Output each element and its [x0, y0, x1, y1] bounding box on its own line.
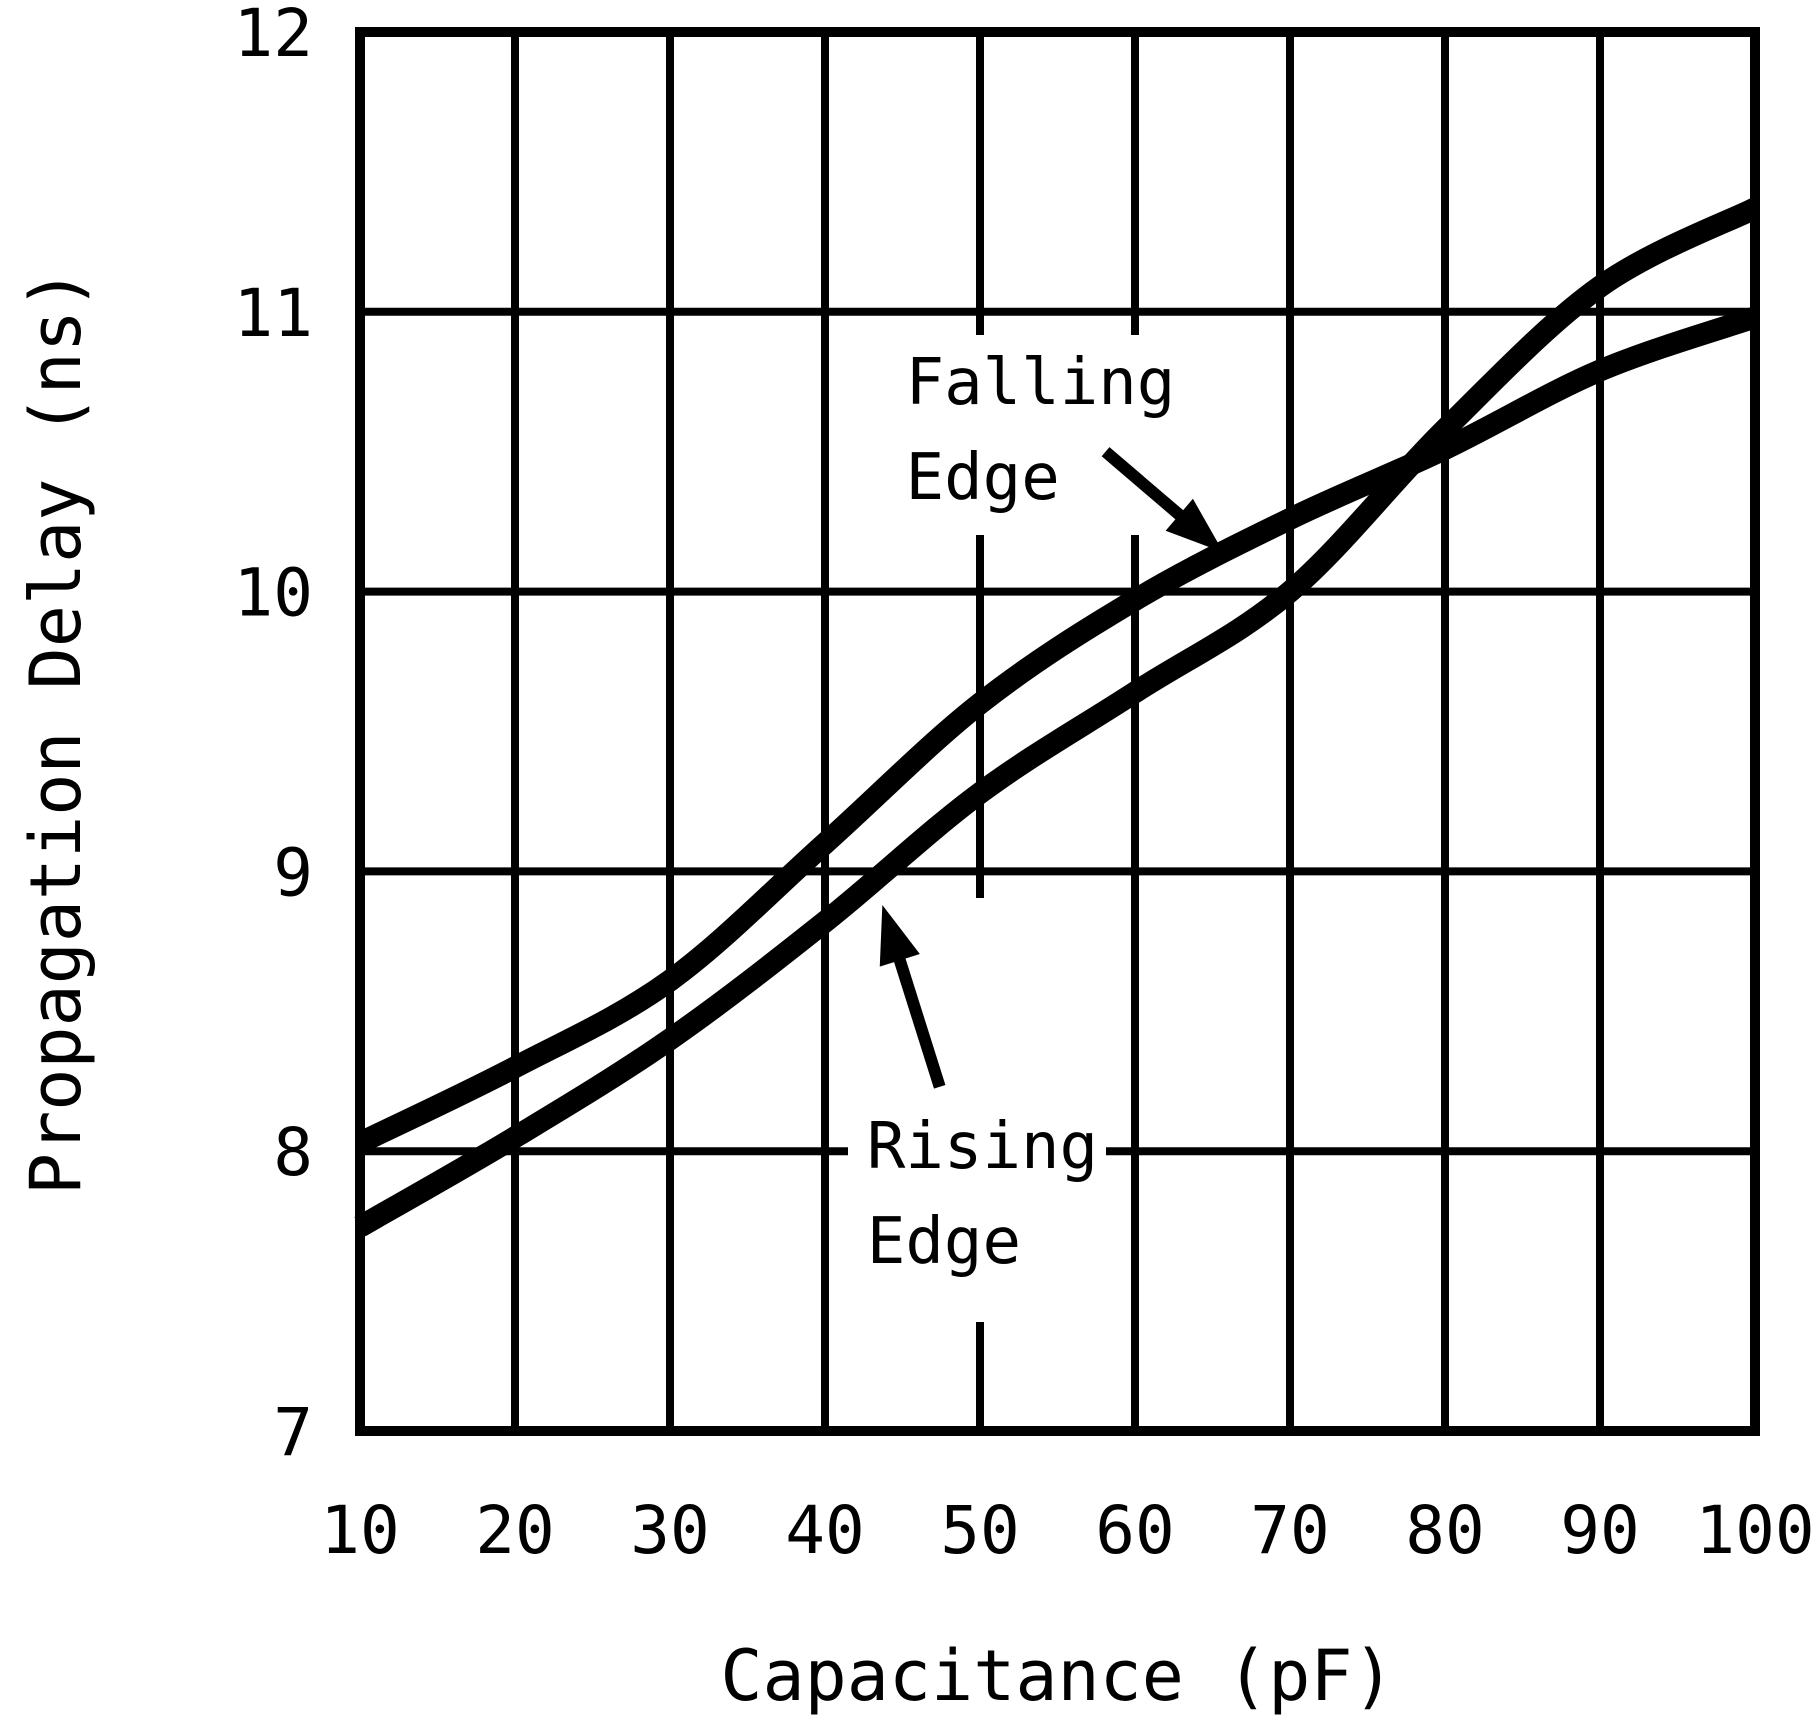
y-tick-label-7: 7 [273, 1394, 313, 1471]
x-tick-label-60: 60 [1095, 1492, 1174, 1569]
x-tick-label-90: 90 [1560, 1492, 1639, 1569]
falling-edge-label: Falling [906, 346, 1176, 420]
falling-edge-line [355, 306, 1759, 1153]
x-tick-label-40: 40 [785, 1492, 864, 1569]
x-tick-label-100: 100 [1695, 1492, 1814, 1569]
y-axis-title: Propagation Delay (ns) [15, 268, 97, 1195]
rising-edge-line [354, 198, 1760, 1237]
annotations: Falling Edge Rising Edge [867, 346, 1175, 1279]
label-backgrounds [848, 335, 1185, 1322]
x-tick-label-10: 10 [320, 1492, 399, 1569]
y-tick-label-9: 9 [273, 834, 313, 911]
curves [354, 198, 1760, 1237]
x-tick-label-70: 70 [1250, 1492, 1329, 1569]
x-tick-labels: 10 20 30 40 50 60 70 80 90 100 [320, 1492, 1814, 1569]
y-tick-label-10: 10 [234, 555, 313, 632]
x-tick-label-80: 80 [1405, 1492, 1484, 1569]
x-axis-title: Capacitance (pF) [720, 1635, 1394, 1717]
y-tick-labels: 7 8 9 10 11 12 [234, 0, 313, 1471]
rising-edge-label-line2: Edge [867, 1205, 1021, 1279]
rising-arrowhead-icon [879, 904, 920, 967]
falling-arrowhead-icon [1165, 498, 1224, 553]
x-tick-label-20: 20 [475, 1492, 554, 1569]
rising-label-background [848, 898, 1106, 1322]
y-tick-label-11: 11 [234, 275, 313, 352]
rising-edge-label: Rising [867, 1110, 1098, 1184]
plot-border [355, 27, 1760, 1436]
rising-arrow-shaft [890, 947, 946, 1089]
annotation-arrows [879, 447, 1224, 1089]
falling-label-background [885, 335, 1185, 535]
y-tick-label-8: 8 [273, 1114, 313, 1191]
falling-arrow-shaft [1101, 447, 1193, 528]
x-tick-label-30: 30 [630, 1492, 709, 1569]
x-tick-label-50: 50 [940, 1492, 1019, 1569]
y-tick-label-12: 12 [234, 0, 313, 72]
falling-edge-label-line2: Edge [906, 441, 1060, 515]
